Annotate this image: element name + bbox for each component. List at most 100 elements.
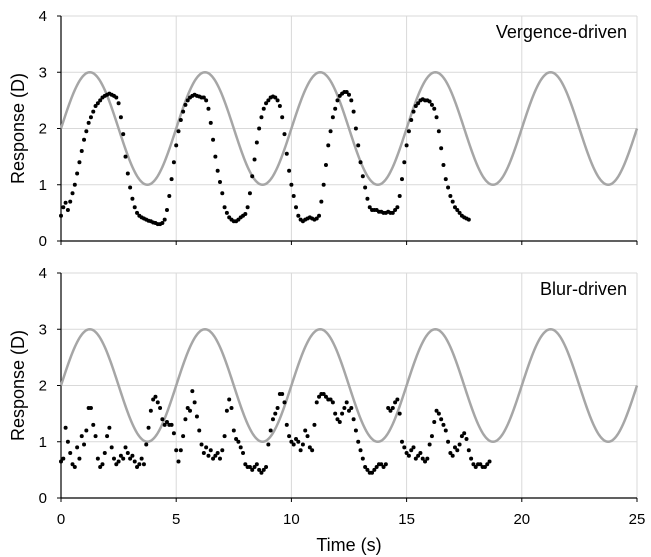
response-point bbox=[323, 394, 328, 399]
response-point bbox=[344, 89, 349, 94]
response-point bbox=[222, 434, 227, 439]
response-point bbox=[114, 462, 119, 467]
response-point bbox=[171, 431, 176, 436]
response-point bbox=[82, 442, 87, 447]
response-point bbox=[291, 194, 296, 198]
response-point bbox=[174, 143, 179, 148]
response-point bbox=[284, 151, 289, 156]
response-point bbox=[183, 102, 188, 107]
response-point bbox=[452, 205, 457, 210]
response-point bbox=[296, 213, 301, 218]
response-point bbox=[121, 456, 126, 461]
response-point bbox=[360, 456, 365, 461]
response-point bbox=[118, 115, 123, 120]
response-point bbox=[464, 436, 469, 441]
response-point bbox=[79, 434, 84, 439]
response-point bbox=[116, 101, 121, 106]
response-point bbox=[404, 451, 409, 455]
response-point bbox=[287, 434, 292, 439]
x-tick-label: 5 bbox=[172, 511, 180, 528]
response-point bbox=[204, 445, 209, 450]
response-point bbox=[473, 465, 478, 470]
response-point bbox=[363, 465, 368, 470]
response-point bbox=[360, 174, 365, 179]
response-point bbox=[416, 101, 421, 106]
response-point bbox=[305, 434, 310, 439]
response-point bbox=[199, 442, 204, 447]
response-point bbox=[229, 406, 234, 410]
response-point bbox=[135, 465, 140, 470]
response-point bbox=[243, 212, 248, 216]
response-point bbox=[291, 442, 296, 447]
response-point bbox=[427, 442, 432, 447]
response-point bbox=[411, 445, 416, 450]
response-point bbox=[130, 196, 135, 201]
response-point bbox=[328, 129, 333, 134]
response-point bbox=[399, 177, 404, 182]
response-point bbox=[448, 451, 453, 455]
response-point bbox=[303, 428, 308, 433]
response-point bbox=[238, 445, 243, 450]
response-point bbox=[457, 210, 462, 215]
x-axis-label: Time (s) bbox=[316, 535, 381, 555]
response-point bbox=[102, 451, 107, 455]
response-point bbox=[367, 205, 372, 210]
response-point bbox=[75, 171, 80, 176]
response-point bbox=[379, 462, 384, 467]
response-point bbox=[289, 439, 294, 444]
response-point bbox=[349, 406, 354, 410]
response-point bbox=[282, 132, 287, 137]
response-point bbox=[273, 411, 278, 416]
response-point bbox=[118, 453, 123, 458]
response-point bbox=[273, 95, 278, 100]
response-point bbox=[328, 397, 333, 402]
response-point bbox=[471, 462, 476, 467]
response-point bbox=[130, 453, 135, 458]
response-point bbox=[393, 400, 398, 405]
response-point bbox=[485, 462, 490, 467]
response-point bbox=[416, 453, 421, 458]
response-point bbox=[388, 408, 393, 413]
response-point bbox=[356, 439, 361, 444]
response-point bbox=[365, 467, 370, 472]
response-point bbox=[432, 420, 437, 425]
response-point bbox=[446, 185, 451, 190]
response-point bbox=[84, 428, 89, 433]
response-point bbox=[441, 422, 446, 427]
response-point bbox=[344, 400, 349, 405]
response-point bbox=[220, 448, 225, 453]
response-point bbox=[128, 456, 133, 461]
response-point bbox=[174, 448, 179, 453]
response-point bbox=[190, 389, 195, 394]
response-point bbox=[351, 109, 356, 114]
response-point bbox=[192, 400, 197, 405]
response-point bbox=[397, 194, 402, 198]
response-point bbox=[264, 101, 269, 106]
response-point bbox=[155, 400, 160, 405]
response-point bbox=[386, 406, 391, 410]
response-point bbox=[211, 456, 216, 461]
response-point bbox=[462, 431, 467, 436]
response-point bbox=[457, 442, 462, 447]
response-point bbox=[132, 205, 137, 210]
response-point bbox=[372, 467, 377, 472]
y-tick-label: 1 bbox=[39, 434, 47, 451]
response-point bbox=[441, 163, 446, 168]
response-point bbox=[178, 448, 183, 453]
stimulus-curve bbox=[59, 327, 639, 444]
response-point bbox=[333, 411, 338, 416]
response-point bbox=[261, 106, 266, 111]
response-point bbox=[347, 92, 351, 97]
response-point bbox=[363, 185, 368, 190]
response-point bbox=[65, 208, 70, 213]
response-point bbox=[307, 445, 312, 450]
response-point bbox=[335, 98, 340, 103]
response-point bbox=[116, 459, 121, 464]
response-point bbox=[59, 459, 63, 464]
response-point bbox=[439, 417, 444, 422]
response-point bbox=[236, 439, 241, 444]
response-point bbox=[68, 199, 73, 204]
response-point bbox=[234, 436, 239, 441]
panel-title: Blur-driven bbox=[540, 279, 627, 299]
